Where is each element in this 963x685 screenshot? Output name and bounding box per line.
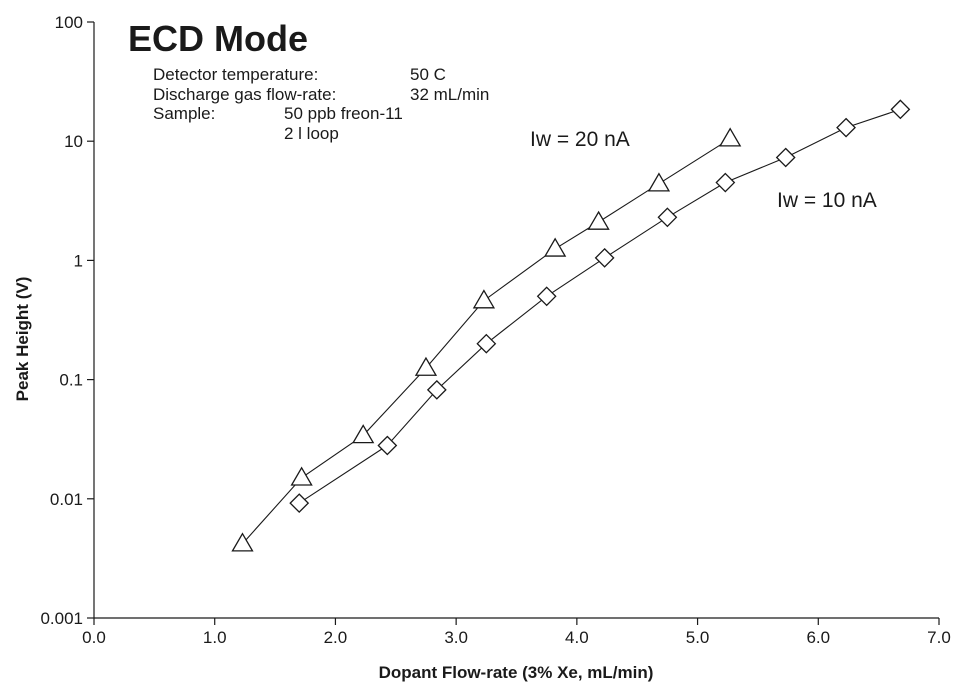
y-axis-title: Peak Height (V) [13,277,32,402]
diamond-marker [594,247,615,268]
diamond-marker [775,147,796,168]
triangle-marker [587,210,610,230]
triangle-marker [543,237,567,257]
info-value-3: 50 ppb freon-11 [284,104,403,123]
x-tick-label: 2.0 [324,628,348,647]
triangle-marker [290,466,313,486]
series-label-20na: Iw = 20 nA [530,128,630,151]
y-tick-label: 1 [74,251,83,270]
y-tick-label: 0.001 [40,609,83,628]
series-1 [231,127,742,552]
x-tick-label: 4.0 [565,628,589,647]
info-label-1: Detector temperature: [153,65,318,84]
diamond-marker [890,99,911,120]
x-tick-label: 7.0 [927,628,951,647]
x-tick-label: 3.0 [444,628,468,647]
series-label-10na: Iw = 10 nA [777,189,877,212]
series-layer [231,99,911,552]
diamond-marker [289,493,310,514]
triangle-marker [414,356,438,376]
ticks: 0.0 1.0 2.0 3.0 4.0 5.0 6.0 7.0 0.001 0.01 0.1 1 10 1… [40,13,950,647]
diamond-marker [715,172,736,193]
y-tick-label: 0.1 [59,371,83,390]
diamond-marker [536,286,557,307]
triangle-marker [719,127,742,147]
diamond-marker [476,333,497,354]
info-value-4: 2 l loop [284,124,339,143]
diamond-marker [426,379,447,400]
diamond-marker [377,435,398,456]
x-tick-label: 0.0 [82,628,106,647]
info-label-2: Discharge gas flow-rate: [153,85,336,104]
axes [93,22,939,619]
triangle-marker [472,289,496,309]
info-value-1: 50 C [410,65,446,84]
diamond-marker [836,117,856,138]
y-tick-label: 10 [64,132,83,151]
x-tick-label: 5.0 [686,628,710,647]
info-value-2: 32 mL/min [410,85,489,104]
x-axis-title: Dopant Flow-rate (3% Xe, mL/min) [379,663,654,682]
triangle-marker [231,532,254,552]
series-2 [289,99,911,514]
x-tick-label: 6.0 [806,628,830,647]
y-tick-label: 0.01 [50,490,83,509]
triangle-marker [352,424,375,444]
info-label-3: Sample: [153,104,215,123]
x-tick-label: 1.0 [203,628,227,647]
diamond-marker [657,207,678,228]
y-tick-label: 100 [55,13,83,32]
triangle-marker [647,172,671,192]
chart-title: ECD Mode [128,18,308,59]
